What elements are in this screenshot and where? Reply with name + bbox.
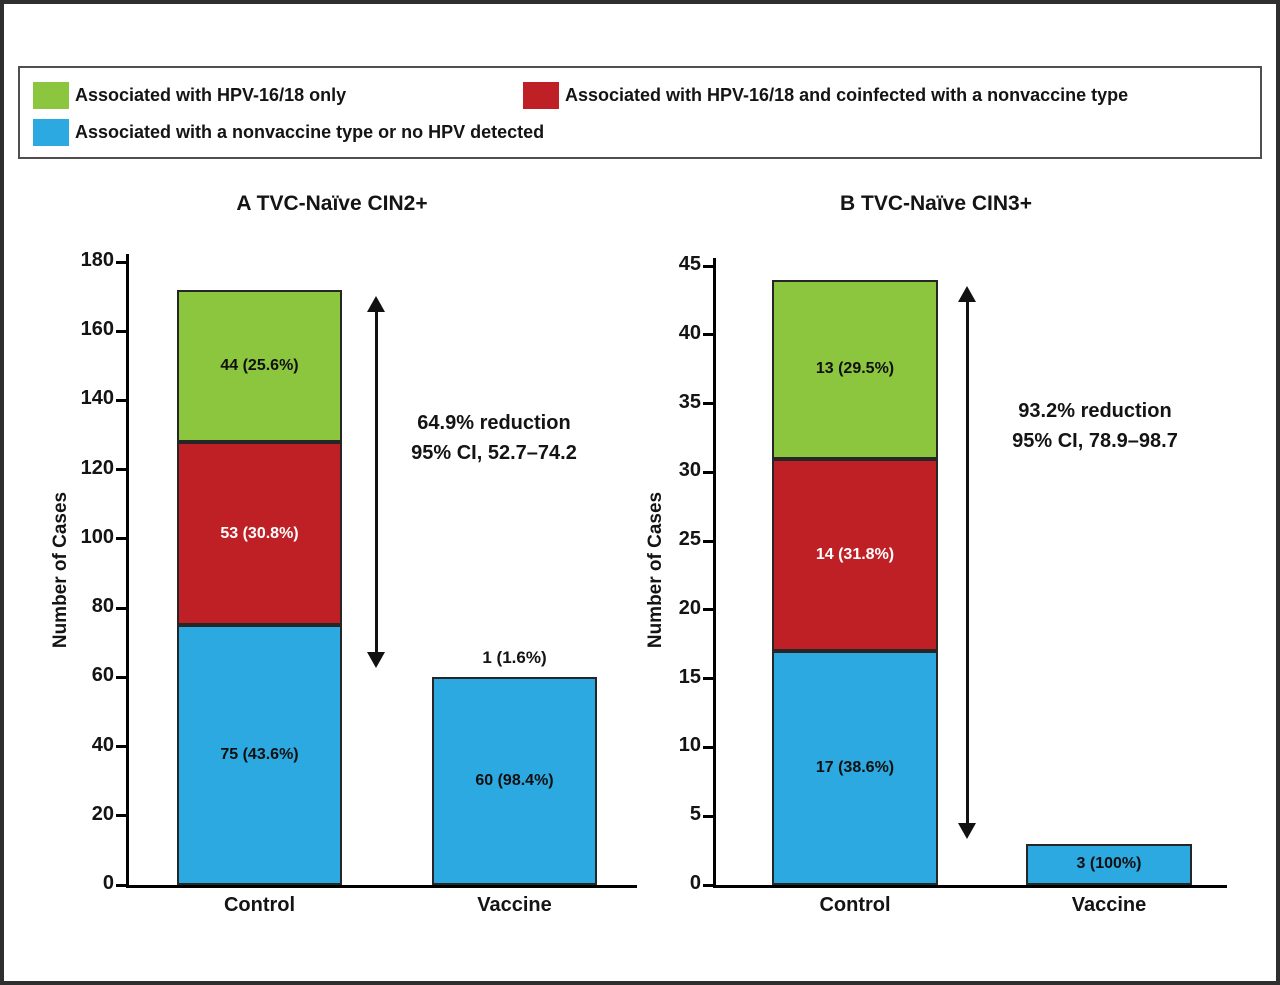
y-tick — [116, 537, 129, 541]
bar-segment-blue — [177, 625, 342, 885]
y-tick-label: 30 — [678, 459, 701, 482]
chart-a-reduction-annotation: 64.9% reduction 95% CI, 52.7–74.2 — [380, 408, 608, 468]
category-label: Control — [819, 894, 891, 916]
y-tick — [703, 677, 716, 681]
y-tick-label: 0 — [102, 872, 114, 894]
chart-b-title: B TVC-Naïve CIN3+ — [840, 192, 1032, 215]
y-tick-label: 25 — [678, 528, 701, 551]
y-tick — [116, 329, 129, 333]
segment-label: 60 (98.4%) — [475, 772, 554, 790]
y-tick-label: 160 — [80, 318, 114, 341]
chart-a-title: A TVC-Naïve CIN2+ — [236, 192, 428, 215]
y-tick — [116, 398, 129, 402]
y-tick — [703, 333, 716, 337]
y-tick-label: 0 — [689, 872, 701, 894]
y-tick — [703, 402, 716, 406]
y-tick — [116, 814, 129, 818]
y-tick — [703, 608, 716, 612]
legend-swatch-red — [523, 82, 559, 109]
legend-swatch-green — [33, 82, 69, 109]
bar-segment-green — [177, 289, 342, 442]
y-tick-label: 100 — [80, 525, 114, 548]
above-bar-label: 1 (1.6%) — [482, 648, 547, 668]
legend-item-hpv1618-only: Associated with HPV-16/18 only — [33, 82, 346, 109]
segment-label: 3 (100%) — [1076, 855, 1142, 873]
arrow-head-up-icon — [367, 295, 385, 312]
y-tick — [116, 745, 129, 749]
legend-swatch-blue — [33, 119, 69, 146]
y-tick — [703, 814, 716, 818]
bar-segment-blue — [772, 651, 938, 885]
reduction-line-2: 95% CI, 78.9–98.7 — [1012, 430, 1178, 452]
segment-label: 14 (31.8%) — [815, 545, 895, 563]
bar-segment-red — [177, 441, 342, 626]
y-tick — [116, 468, 129, 472]
y-tick — [703, 264, 716, 268]
y-tick-label: 45 — [678, 253, 701, 275]
y-tick — [703, 745, 716, 749]
reduction-arrow — [958, 285, 976, 839]
x-axis-line — [126, 885, 637, 888]
y-axis-line — [126, 254, 129, 888]
reduction-line-2: 95% CI, 52.7–74.2 — [411, 442, 577, 464]
y-tick-label: 35 — [678, 390, 701, 413]
arrow-head-down-icon — [958, 822, 976, 839]
y-tick-label: 180 — [80, 249, 114, 271]
segment-label: 17 (38.6%) — [815, 759, 895, 777]
chart-a-y-axis-label: Number of Cases — [50, 491, 71, 649]
legend: Associated with HPV-16/18 only Associate… — [18, 66, 1262, 159]
segment-label: 53 (30.8%) — [220, 524, 299, 542]
y-tick — [116, 675, 129, 679]
category-label: Vaccine — [477, 894, 552, 916]
y-tick — [703, 883, 716, 887]
y-tick — [703, 539, 716, 543]
x-axis-line — [713, 885, 1227, 888]
y-tick-label: 140 — [80, 387, 114, 410]
y-tick-label: 20 — [678, 596, 701, 619]
bar-segment-green — [772, 279, 938, 459]
y-tick-label: 40 — [678, 321, 701, 344]
arrow-head-up-icon — [958, 285, 976, 302]
y-tick — [116, 260, 129, 264]
bar-segment-red — [772, 458, 938, 652]
legend-item-nonvaccine-or-none: Associated with a nonvaccine type or no … — [33, 119, 544, 146]
y-tick-label: 10 — [678, 734, 701, 757]
y-tick-label: 40 — [91, 733, 114, 756]
segment-label: 13 (29.5%) — [815, 360, 895, 378]
y-tick-label: 120 — [80, 456, 114, 479]
y-tick-label: 20 — [91, 802, 114, 825]
chart-b-y-axis-label: Number of Cases — [645, 491, 666, 649]
arrow-line — [965, 298, 969, 826]
reduction-arrow — [367, 295, 385, 669]
y-tick — [116, 883, 129, 887]
y-tick-label: 60 — [91, 664, 114, 687]
y-tick — [703, 470, 716, 474]
reduction-line-1: 93.2% reduction — [1018, 400, 1172, 422]
y-tick — [116, 606, 129, 610]
y-tick-label: 5 — [689, 803, 701, 826]
chart-b-reduction-annotation: 93.2% reduction 95% CI, 78.9–98.7 — [970, 396, 1220, 456]
legend-label: Associated with HPV-16/18 only — [75, 85, 347, 105]
y-tick-label: 80 — [91, 595, 114, 618]
legend-label: Associated with HPV-16/18 and coinfected… — [565, 85, 1129, 105]
reduction-line-1: 64.9% reduction — [417, 412, 571, 434]
category-label: Vaccine — [1071, 894, 1147, 916]
segment-label: 44 (25.6%) — [220, 356, 299, 374]
category-label: Control — [223, 894, 296, 916]
legend-label: Associated with a nonvaccine type or no … — [75, 122, 545, 142]
bar-segment-blue — [1026, 843, 1192, 885]
y-tick-label: 15 — [678, 665, 701, 688]
arrow-line — [374, 308, 378, 656]
arrow-head-down-icon — [367, 652, 385, 669]
bar-segment-blue — [432, 677, 597, 885]
segment-label: 75 (43.6%) — [220, 746, 299, 764]
legend-item-hpv1618-coinfected: Associated with HPV-16/18 and coinfected… — [523, 82, 1128, 109]
y-axis-line — [713, 258, 716, 888]
